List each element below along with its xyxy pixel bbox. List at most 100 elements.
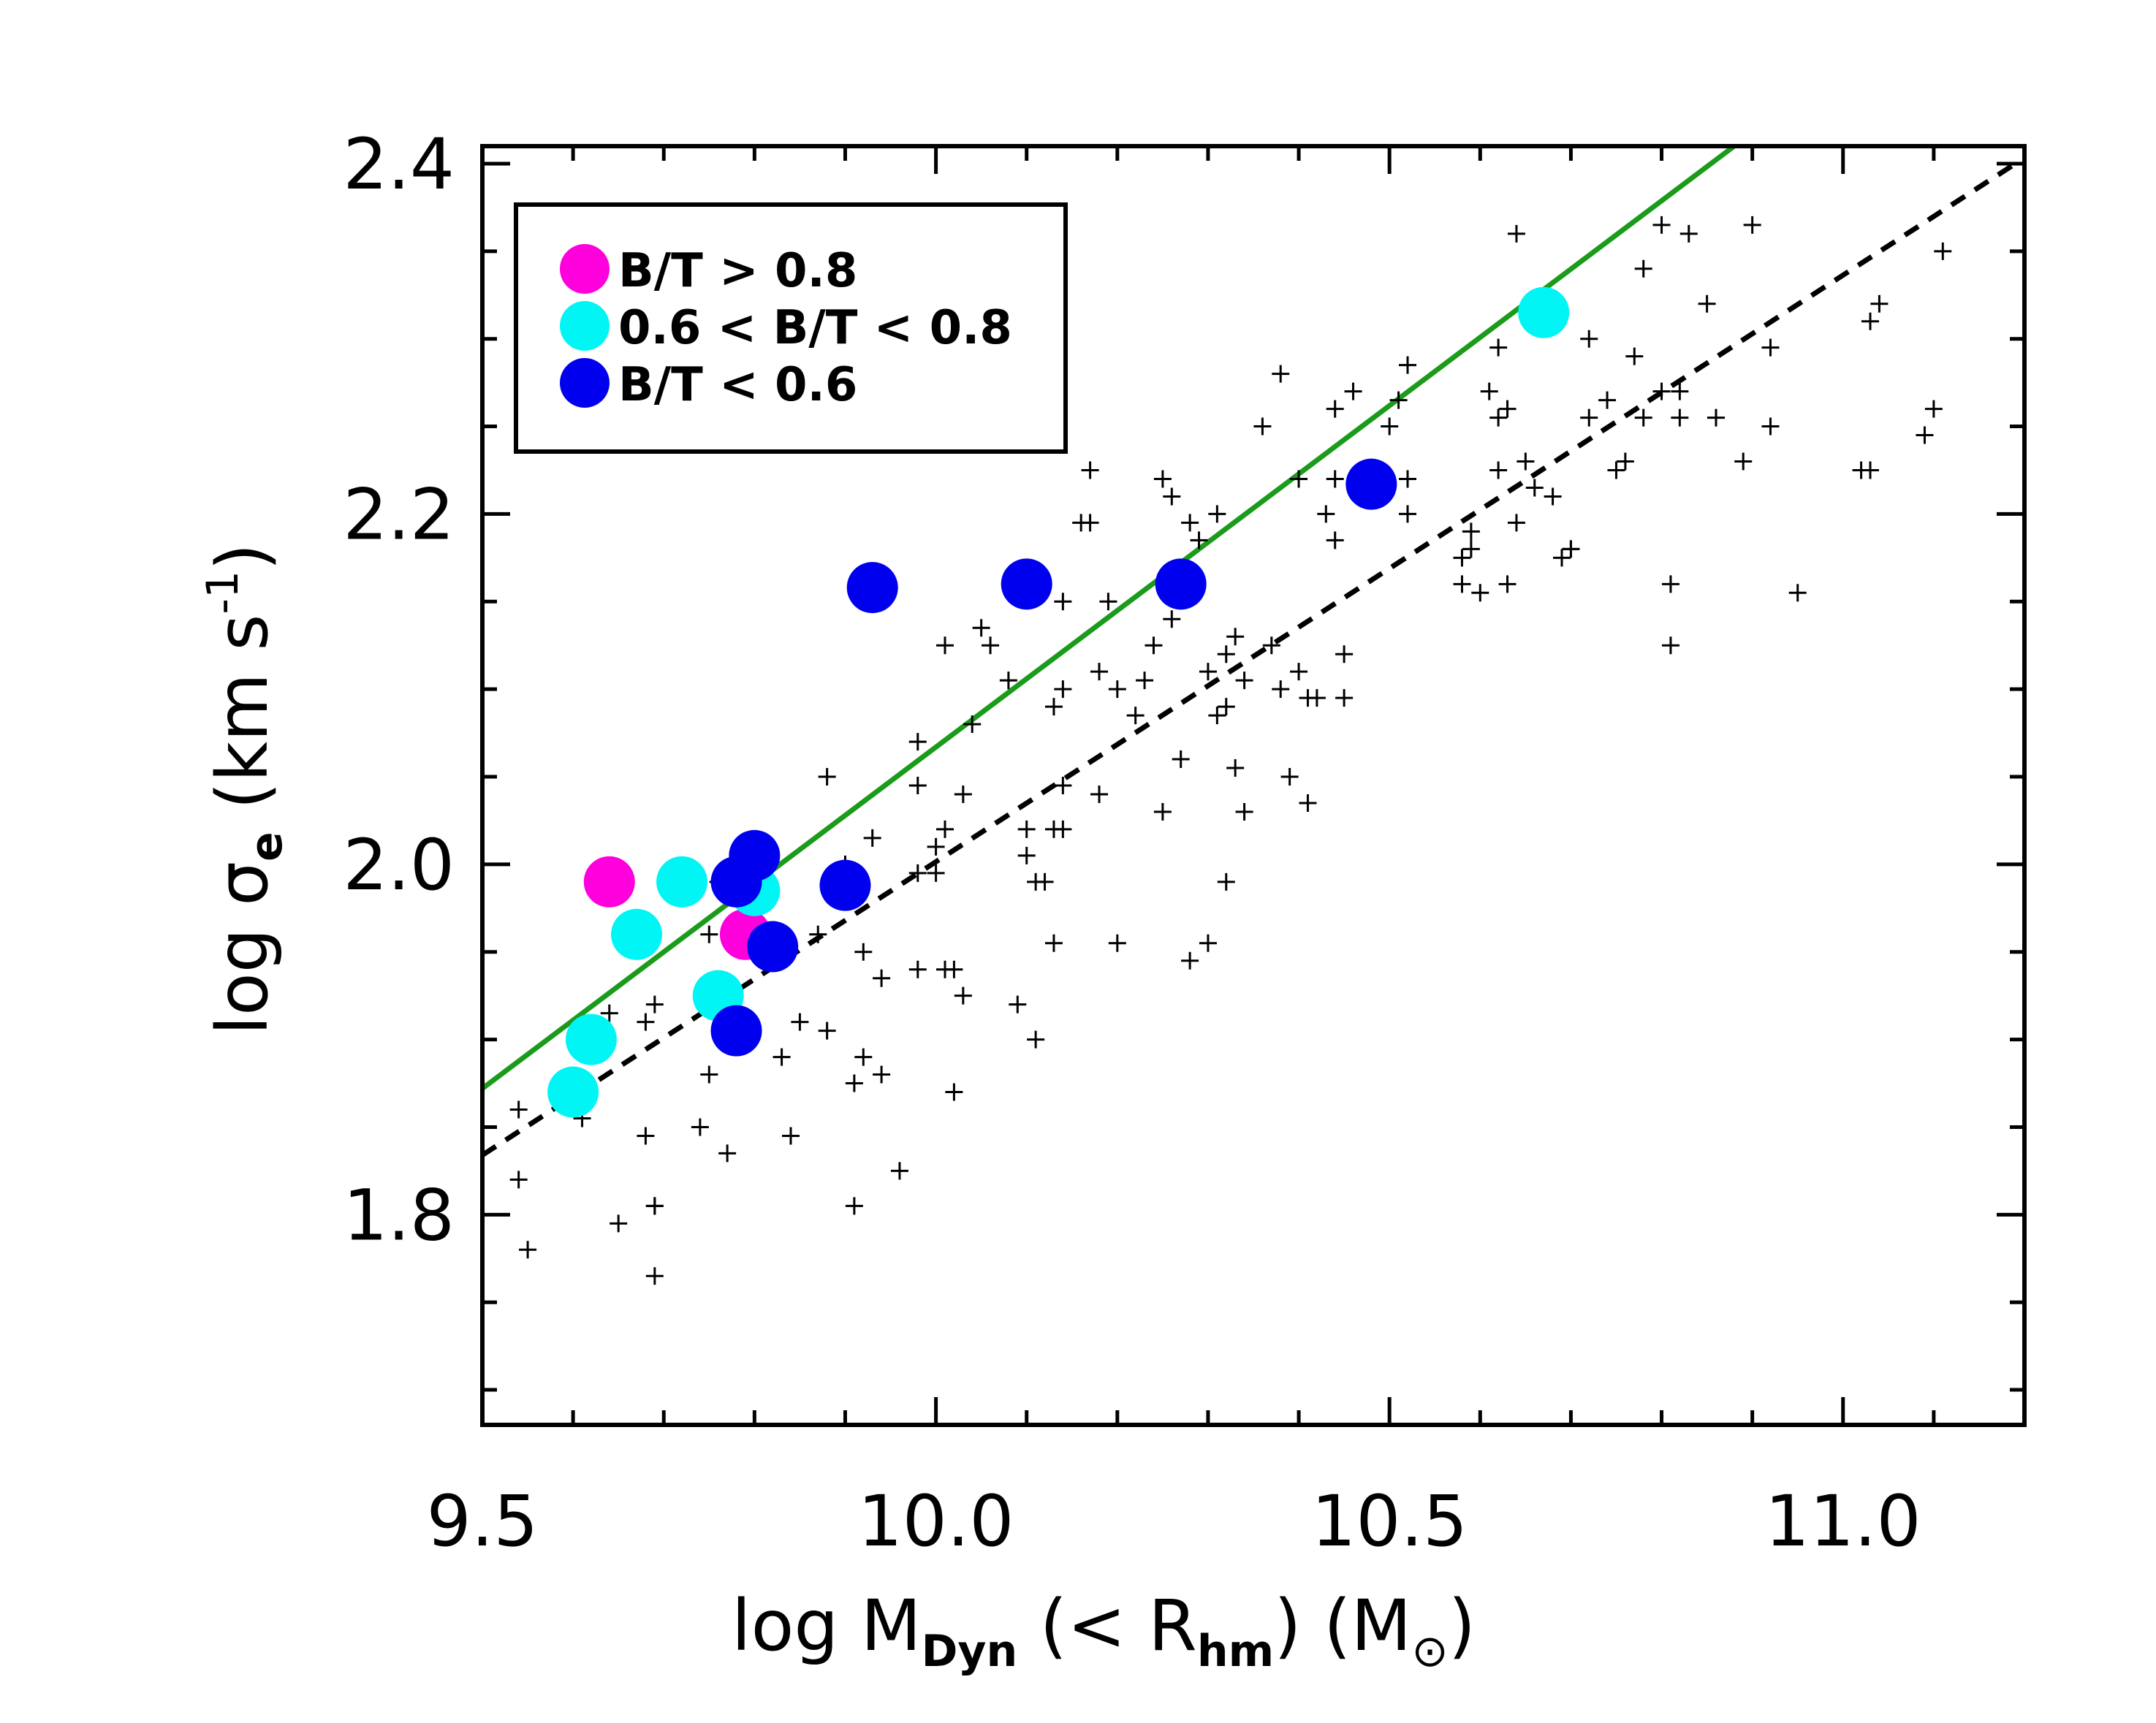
plus-point [945, 960, 963, 978]
plus-point [1054, 680, 1072, 699]
legend: B/T > 0.8 0.6 < B/T < 0.8 B/T < 0.6 [514, 202, 1068, 454]
plus-point [1634, 408, 1652, 427]
plus-point [1081, 514, 1099, 532]
plus-point [1453, 575, 1471, 593]
plus-point [1661, 636, 1679, 655]
plus-point [509, 1100, 528, 1119]
blue-point [729, 829, 781, 881]
y-tick-label: 2.4 [343, 123, 455, 205]
plus-point [1226, 759, 1245, 777]
plus-point [645, 995, 664, 1013]
plus-point [818, 1022, 836, 1040]
plus-point [1861, 461, 1879, 479]
plus-point [890, 1162, 908, 1180]
plus-point [1145, 636, 1163, 655]
plus-point [1634, 259, 1652, 278]
plus-point [936, 820, 954, 838]
x-label-end: ) (M [1274, 1585, 1411, 1667]
plus-point [908, 960, 927, 978]
plus-point [854, 1048, 873, 1066]
plus-point [1489, 338, 1508, 357]
plus-point [610, 1214, 628, 1233]
y-label-sup: -1 [197, 571, 248, 615]
cyan-point [611, 908, 662, 960]
legend-label-bt-low: B/T < 0.6 [618, 358, 857, 412]
plus-point [509, 1171, 528, 1189]
plus-point [1317, 505, 1335, 523]
plus-point [1707, 408, 1725, 427]
blue-point [819, 859, 871, 911]
plus-point [845, 1074, 863, 1092]
blue-point [747, 921, 799, 973]
y-tick-label: 1.8 [343, 1174, 455, 1256]
plus-point [1262, 636, 1280, 655]
plus-point [1462, 540, 1480, 558]
plus-point [1108, 934, 1126, 952]
plus-point [637, 1013, 655, 1031]
plus-point [1217, 698, 1235, 716]
legend-label-bt-mid: 0.6 < B/T < 0.8 [618, 301, 1012, 355]
y-label-close: ) [202, 543, 284, 570]
plus-point [927, 864, 945, 882]
sun-symbol: ⊙ [1411, 1626, 1448, 1677]
plus-point [1517, 452, 1535, 471]
plus-point [1381, 417, 1399, 435]
x-tick-label: 11.0 [1765, 1480, 1921, 1562]
plus-point [1299, 794, 1317, 812]
plus-point [1916, 426, 1934, 444]
plus-point [1607, 461, 1625, 479]
plus-point [1181, 951, 1199, 970]
plus-point [1489, 408, 1508, 427]
plus-point [1761, 417, 1780, 435]
plus-point [1272, 680, 1290, 699]
plus-point [1009, 995, 1027, 1013]
blue-point [1345, 458, 1397, 510]
blue-point [1001, 558, 1052, 610]
tick-labels: 9.5 10.0 10.5 11.0 1.8 2.0 2.2 2.4 [343, 123, 1921, 1562]
plus-point [854, 943, 873, 961]
plus-point [1698, 294, 1716, 313]
axis-ticks [482, 146, 2024, 1425]
plus-point [1525, 479, 1544, 497]
plus-point [972, 619, 990, 637]
x-label-main: log M [732, 1585, 922, 1667]
blue-point [846, 562, 898, 614]
plus-point [1253, 417, 1272, 435]
plus-point [818, 768, 836, 786]
y-label-main: log σ [202, 862, 284, 1035]
plus-point [1126, 707, 1145, 725]
plus-point [936, 636, 954, 655]
plus-point [1679, 224, 1698, 243]
plus-point [1399, 356, 1416, 374]
plus-point [927, 837, 945, 856]
plus-point [863, 829, 881, 847]
plus-point [1507, 514, 1525, 532]
y-tick-label: 2.0 [343, 824, 455, 906]
plus-point [1054, 593, 1072, 611]
plus-point [1199, 934, 1217, 952]
plus-point [1462, 522, 1480, 541]
plus-point [1544, 487, 1562, 506]
plus-point [1471, 584, 1489, 602]
plus-point [908, 864, 927, 882]
plus-point [519, 1241, 537, 1259]
plus-point [1598, 391, 1617, 409]
plus-point [1163, 610, 1181, 628]
plus-point [1652, 216, 1671, 234]
plus-point [1027, 1030, 1045, 1049]
plus-point [1054, 777, 1072, 794]
plus-point [1136, 672, 1154, 690]
plus-point [1235, 802, 1253, 821]
plus-point [645, 1267, 664, 1285]
plus-point [1507, 224, 1525, 243]
y-axis-label: log σe (km s-1) [197, 543, 292, 1035]
plus-point [1580, 330, 1598, 348]
plus-point [1761, 338, 1780, 357]
y-tick-label: 2.2 [343, 473, 455, 555]
plus-point [1399, 505, 1416, 523]
plus-point [1616, 452, 1634, 471]
plus-point [1090, 785, 1108, 803]
plus-point [1498, 575, 1517, 593]
plus-point [1344, 382, 1362, 400]
